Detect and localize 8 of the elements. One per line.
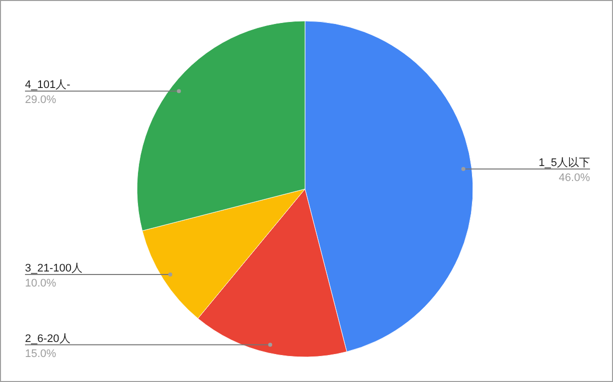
slice-label: 1_5人以下 (538, 156, 590, 169)
slice-label: 3_21-100人 (25, 262, 82, 275)
slice-label: 2_6-20人 (25, 332, 70, 345)
data-label: 15.0% (25, 348, 56, 360)
data-label: 10.0% (25, 278, 56, 290)
data-label: 46.0% (558, 172, 590, 184)
data-label: 29.0% (25, 94, 56, 106)
slice-label: 4_101人- (25, 79, 71, 92)
